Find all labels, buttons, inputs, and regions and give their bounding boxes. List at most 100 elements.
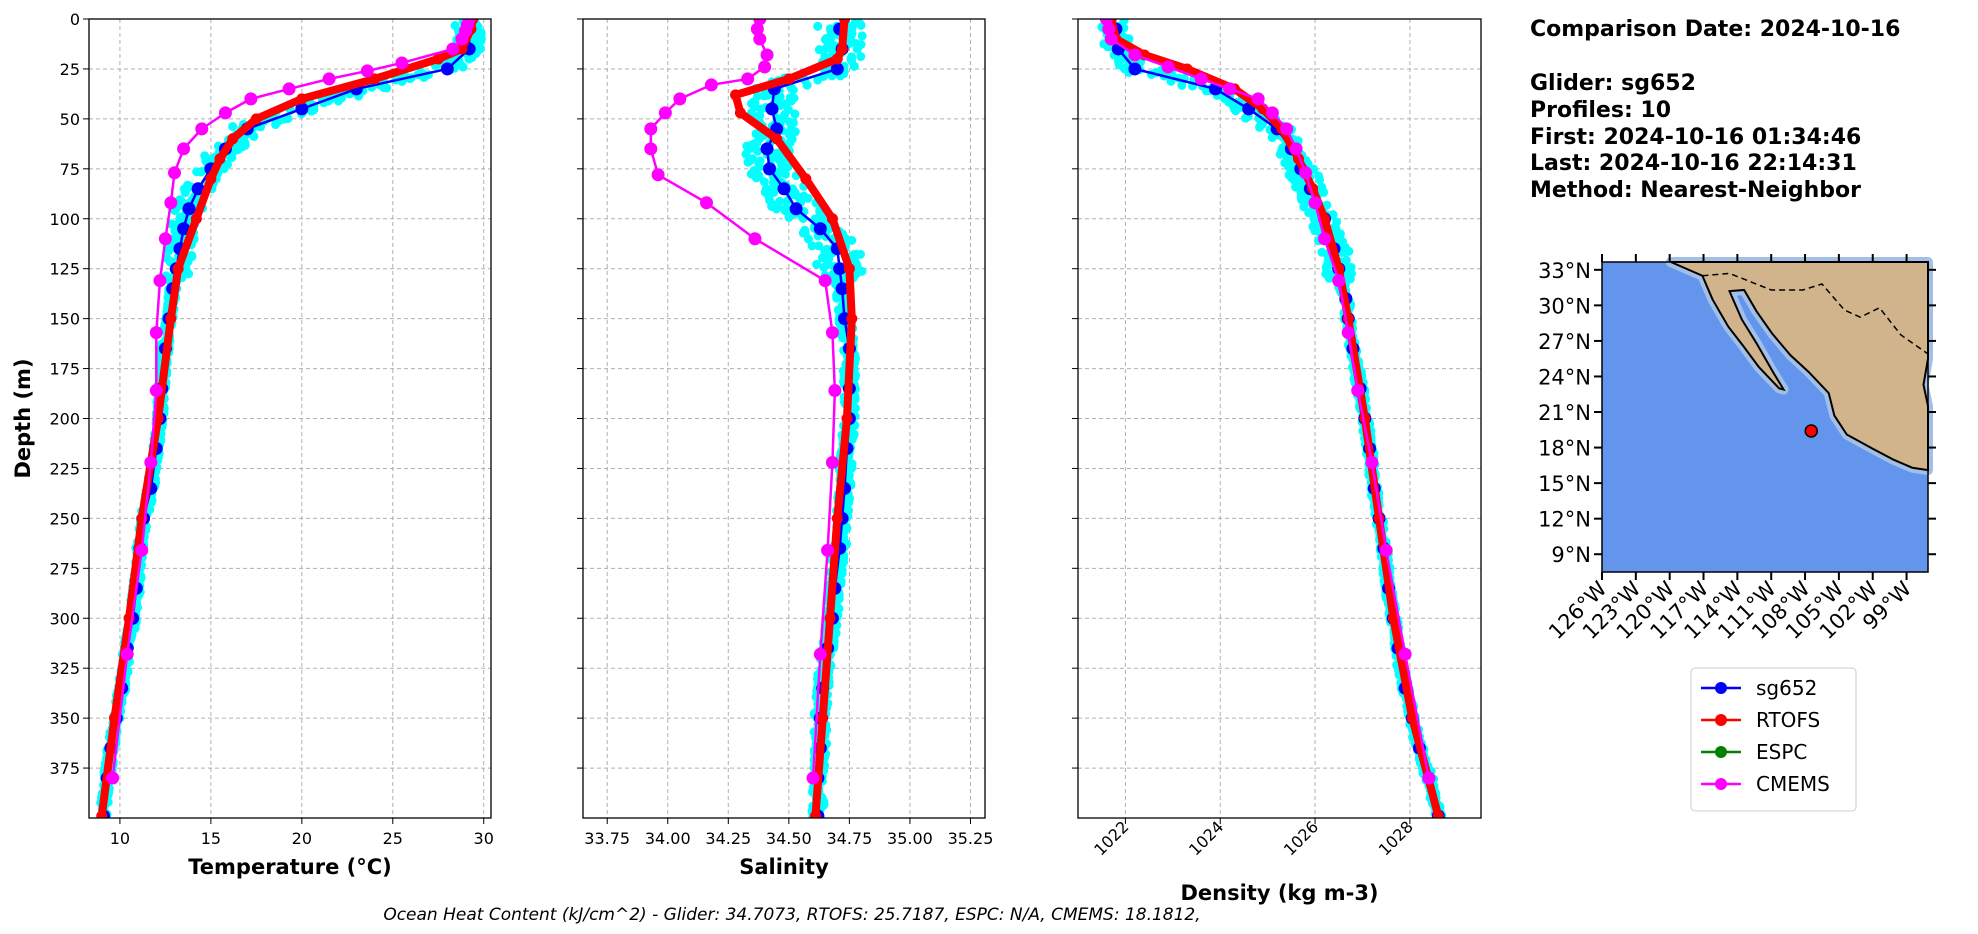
data-layer	[1097, 19, 1447, 818]
rtofs-point	[843, 263, 855, 275]
cmems-point	[673, 92, 687, 106]
rtofs-point	[846, 313, 858, 325]
glider-name: Glider: sg652	[1530, 71, 1696, 96]
raw-profile-point	[803, 234, 813, 244]
x-tick-label: 34.25	[705, 829, 751, 848]
map-frame	[1601, 261, 1929, 573]
raw-profile-point	[813, 75, 823, 85]
raw-profile-point	[767, 153, 777, 163]
cmems-point	[1379, 543, 1393, 557]
profile-count: Profiles: 10	[1530, 98, 1671, 123]
legend-item-sg652: sg652	[1701, 676, 1817, 700]
x-tick-label: 1026	[1280, 817, 1322, 859]
cmems-point	[167, 166, 181, 180]
cmems-point	[164, 196, 178, 210]
raw-profile-point	[1256, 120, 1266, 130]
cmems-point	[658, 106, 672, 120]
y-tick-label: 275	[49, 559, 80, 578]
rtofs-point	[1406, 712, 1418, 724]
data-layer	[96, 19, 486, 818]
cmems-point	[806, 771, 820, 785]
cmems-point	[644, 142, 658, 156]
cmems-point	[704, 78, 718, 92]
rtofs-point	[250, 113, 262, 125]
cmems-point	[218, 106, 232, 120]
legend: sg652 RTOFS ESPC CMEMS	[1690, 667, 1857, 812]
x-tick-label: 10	[110, 829, 130, 848]
cmems-point	[1102, 22, 1116, 36]
raw-profile-point	[856, 52, 866, 62]
data-layer	[644, 19, 867, 818]
rtofs-point	[432, 53, 444, 65]
raw-profile-point	[819, 262, 829, 272]
raw-profile-point	[855, 249, 865, 259]
sg652-point	[760, 142, 774, 156]
lat-tick-label: 12°N	[1538, 508, 1591, 532]
sg652-point	[295, 102, 309, 116]
x-tick-label: 34.75	[826, 829, 872, 848]
cmems-point	[106, 771, 120, 785]
location-map: 126°W123°W120°W117°W114°W111°W108°W105°W…	[1538, 254, 1936, 644]
legend-label: sg652	[1756, 676, 1817, 700]
cmems-point	[821, 543, 835, 557]
rtofs-point	[96, 810, 108, 818]
cmems-point	[1265, 106, 1279, 120]
raw-profile-point	[822, 43, 832, 53]
raw-profile-point	[803, 193, 813, 203]
raw-profile-point	[847, 235, 857, 245]
cmems-line	[649, 19, 837, 779]
glider-location-marker	[1804, 424, 1818, 438]
raw-profile-point	[812, 259, 822, 269]
rtofs-point	[817, 712, 829, 724]
ohc-caption: Ocean Heat Content (kJ/cm^2) - Glider: 3…	[383, 905, 1200, 925]
x-tick-label: 15	[201, 829, 221, 848]
raw-profile-point	[746, 155, 756, 165]
cmems-point	[813, 647, 827, 661]
raw-profile-point	[1230, 104, 1240, 114]
y-tick-label: 375	[49, 759, 80, 778]
y-tick-label: 225	[49, 459, 80, 478]
rtofs-point	[800, 173, 812, 185]
raw-profile-point	[1177, 81, 1187, 91]
y-tick-label: 25	[60, 60, 80, 79]
sg652-point	[1128, 62, 1142, 76]
legend-marker	[1715, 682, 1727, 694]
y-tick-label: 200	[49, 410, 80, 429]
cmems-point	[1422, 771, 1436, 785]
raw-profile-point	[820, 246, 830, 256]
raw-profile-point	[228, 122, 238, 132]
cmems-point	[1223, 82, 1237, 96]
raw-profile-point	[1341, 255, 1351, 265]
rtofs-point	[831, 512, 843, 524]
y-tick-label: 350	[49, 709, 80, 728]
legend-marker	[1715, 714, 1727, 726]
x-tick-label: 1022	[1090, 817, 1132, 859]
lat-tick-label: 33°N	[1538, 259, 1591, 283]
cmems-point	[1332, 274, 1346, 288]
raw-profile-point	[857, 31, 867, 41]
cmems-point	[828, 384, 842, 398]
rtofs-point	[227, 133, 239, 145]
y-tick-label: 50	[60, 110, 80, 129]
axes-frame	[582, 18, 986, 819]
raw-profile-point	[832, 293, 842, 303]
cmems-point	[144, 455, 158, 469]
rtofs-point	[836, 43, 848, 55]
legend-marker	[1715, 778, 1727, 790]
cmems-point	[1308, 196, 1322, 210]
cmems-point	[1365, 455, 1379, 469]
cmems-point	[322, 72, 336, 86]
x-tick-label: 35.00	[887, 829, 933, 848]
raw-profile-point	[196, 167, 206, 177]
sg652-point	[191, 182, 205, 196]
raw-profile-point	[1322, 200, 1332, 210]
raw-profile-point	[785, 117, 795, 127]
raw-profile-point	[771, 204, 781, 214]
rtofs-point	[734, 107, 746, 119]
cmems-point	[395, 56, 409, 70]
raw-profile-point	[1241, 113, 1251, 123]
rtofs-point	[826, 213, 838, 225]
cmems-point	[1398, 647, 1412, 661]
cmems-point	[455, 32, 469, 46]
